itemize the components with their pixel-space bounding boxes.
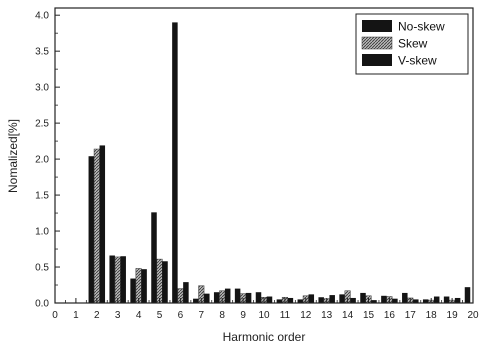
bar-no-skew-h6: [172, 22, 178, 303]
y-tick-label: 4.0: [35, 11, 49, 22]
bar-no-skew-h4: [130, 278, 136, 303]
bar-v-skew-h14: [350, 297, 356, 303]
x-tick-label: 20: [467, 310, 479, 321]
y-axis: 0.0 0.5 1.0 1.5 2.0 2.5 3.0 3.5 4.0: [35, 11, 60, 310]
y-tick-label: 0.5: [35, 263, 49, 274]
bar-v-skew-h5: [162, 261, 168, 303]
x-axis-title: Harmonic order: [223, 330, 306, 344]
x-tick-label: 8: [219, 310, 225, 321]
bar-no-skew-h15: [360, 292, 366, 303]
bar-v-skew-h2: [99, 145, 106, 303]
x-tick-label: 14: [342, 310, 354, 321]
bar-v-skew-h19: [454, 297, 461, 303]
bar-v-skew-h7: [204, 293, 210, 303]
x-tick-label: 16: [384, 310, 396, 321]
x-tick-label: 13: [321, 310, 333, 321]
y-tick-label: 3.0: [35, 83, 49, 94]
bar-skew-h4: [135, 268, 142, 304]
y-tick-label: 1.5: [35, 191, 49, 202]
bar-v-skew-h8: [224, 288, 231, 303]
y-tick-label: 3.5: [35, 47, 49, 58]
bar-no-skew-h5: [151, 212, 157, 303]
bar-no-skew-h12: [297, 299, 304, 303]
bar-v-skew-h11: [287, 297, 294, 303]
x-tick-label: 1: [73, 310, 79, 321]
x-tick-label: 2: [94, 310, 100, 321]
bar-v-skew-h6: [183, 282, 189, 303]
bar-no-skew-h9: [234, 288, 241, 303]
legend-swatch-v-skew: [362, 54, 392, 66]
x-tick-label: 10: [258, 310, 270, 321]
bar-v-skew-h17: [413, 299, 419, 303]
x-tick-label: 18: [426, 310, 438, 321]
bar-no-skew-h11: [276, 299, 283, 303]
bar-no-skew-h7: [193, 298, 199, 303]
x-tick-label: 5: [157, 310, 163, 321]
legend: No-skew Skew V-skew: [355, 13, 469, 75]
bar-v-skew-h16: [392, 298, 398, 303]
bar-v-skew-h18: [433, 296, 440, 303]
bar-no-skew-h17: [402, 292, 408, 303]
x-tick-label: 0: [52, 310, 58, 321]
bar-skew-h5: [156, 258, 163, 304]
y-tick-label: 2.0: [35, 155, 49, 166]
x-tick-label: 6: [178, 310, 184, 321]
x-tick-label: 11: [280, 310, 291, 321]
bar-v-skew-h13: [329, 295, 335, 303]
x-tick-label: 12: [300, 310, 312, 321]
bar-no-skew-h18: [422, 299, 429, 303]
bar-skew-h2: [93, 148, 100, 304]
bar-no-skew-h2: [88, 156, 95, 303]
bar-no-skew-h16: [381, 295, 387, 303]
x-tick-label: 17: [405, 310, 417, 321]
bar-v-skew-h12: [308, 294, 315, 303]
x-tick-label: 3: [115, 310, 121, 321]
bar-no-skew-h19: [443, 296, 450, 303]
y-tick-label: 1.0: [35, 227, 49, 238]
bar-no-skew-h3: [109, 255, 115, 303]
bar-no-skew-h8: [213, 292, 220, 303]
legend-swatch-no-skew: [362, 20, 392, 32]
bar-v-skew-h15: [371, 300, 377, 303]
bar-no-skew-h10: [255, 292, 262, 303]
x-axis: 0 1 2 3 4 5 6 7 8 9 10 11 12 13 14 15 16 17 18 19 20: [52, 298, 479, 321]
x-tick-label: 9: [240, 310, 246, 321]
y-tick-label: 2.5: [35, 119, 49, 130]
bar-v-skew-h3: [120, 256, 126, 303]
x-tick-label: 19: [447, 310, 459, 321]
bar-skew-h3: [114, 256, 121, 304]
legend-label-v-skew: V-skew: [398, 54, 437, 68]
legend-swatch-skew: [361, 36, 393, 50]
bar-v-skew-h4: [141, 269, 147, 303]
y-tick-label: 0.0: [35, 299, 49, 310]
legend-label-no-skew: No-skew: [398, 20, 445, 34]
x-tick-label: 15: [363, 310, 375, 321]
bar-v-skew-h9: [245, 292, 252, 303]
bar-v-skew-h10: [266, 296, 273, 303]
legend-label-skew: Skew: [398, 37, 428, 51]
bar-no-skew-h14: [339, 294, 345, 303]
bar-no-skew-h20: [464, 287, 471, 303]
y-axis-title: Nomalized[%]: [6, 119, 20, 193]
x-tick-label: 7: [199, 310, 205, 321]
bar-no-skew-h13: [318, 297, 324, 303]
x-tick-label: 4: [136, 310, 142, 321]
